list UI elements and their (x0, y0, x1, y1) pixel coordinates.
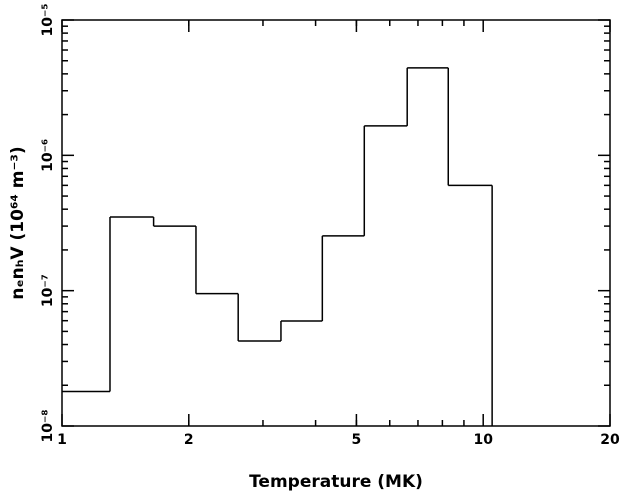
y-axis-label: nₑnₕV (10⁶⁴ m⁻³) (8, 146, 28, 299)
plot-frame (61, 19, 611, 427)
x-tick-label: 5 (352, 432, 362, 448)
x-tick-label: 2 (184, 432, 194, 448)
y-tick-label: 10⁻⁷ (40, 274, 56, 307)
y-tick-label: 10⁻⁵ (40, 3, 56, 36)
x-axis-label: Temperature (MK) (249, 472, 423, 492)
x-tick-label: 20 (600, 432, 620, 448)
x-tick-label: 1 (57, 432, 67, 448)
y-tick-label: 10⁻⁶ (40, 139, 56, 172)
x-tick-label: 10 (473, 432, 493, 448)
y-tick-label: 10⁻⁸ (40, 409, 56, 442)
